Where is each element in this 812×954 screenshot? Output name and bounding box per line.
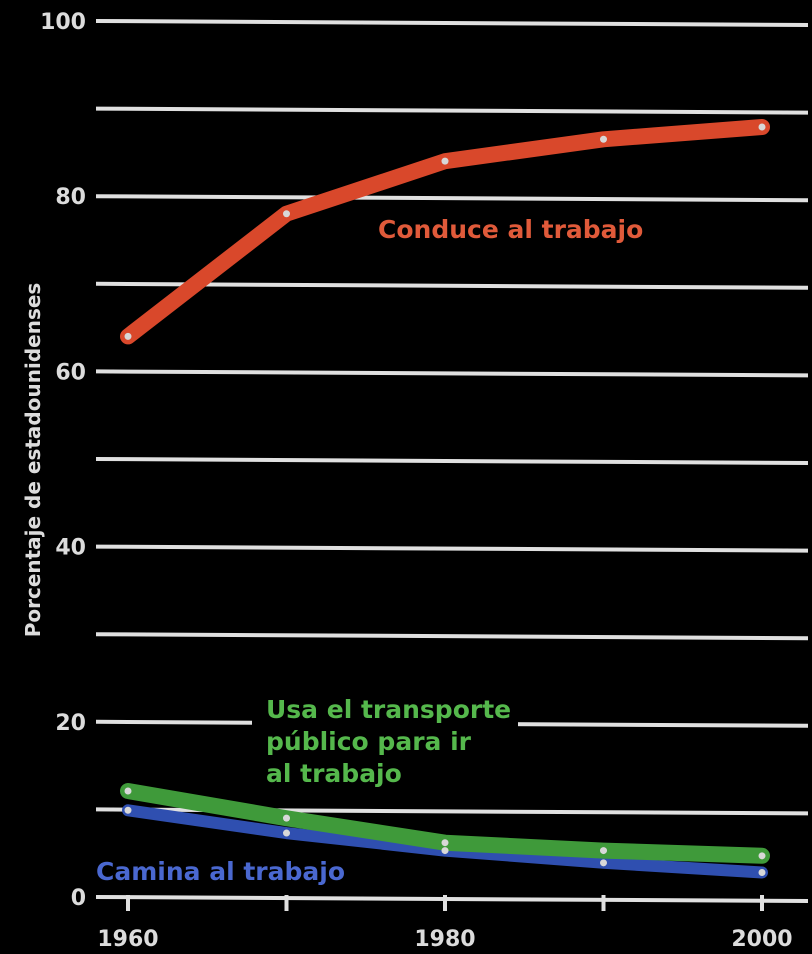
data-point bbox=[758, 123, 766, 131]
x-tick-label: 1960 bbox=[97, 927, 158, 952]
gridline-30 bbox=[95, 632, 809, 641]
gridline-100 bbox=[95, 19, 809, 27]
data-point bbox=[283, 829, 290, 837]
y-axis-label: Porcentaje de estadounidenses bbox=[21, 283, 45, 638]
gridline-90 bbox=[95, 106, 809, 115]
series-label-1: Usa el transporte bbox=[266, 695, 511, 724]
x-axis bbox=[95, 895, 809, 903]
data-point bbox=[758, 868, 766, 876]
series-label-1: público para ir bbox=[266, 727, 472, 756]
data-point bbox=[600, 847, 607, 855]
y-tick-label: 100 bbox=[40, 10, 86, 35]
y-tick-label: 40 bbox=[55, 536, 86, 561]
x-tick-label: 1980 bbox=[414, 927, 475, 952]
y-tick-label: 60 bbox=[55, 360, 86, 385]
data-point bbox=[124, 806, 132, 814]
label-backdrop bbox=[252, 692, 518, 790]
data-points bbox=[124, 123, 766, 876]
x-tick-label: 2000 bbox=[731, 927, 792, 952]
data-point bbox=[600, 135, 607, 143]
x-tick-labels: 1960 1980 2000 bbox=[97, 927, 792, 952]
data-point bbox=[441, 847, 449, 855]
gridline-70 bbox=[95, 281, 809, 290]
y-tick-label: 20 bbox=[55, 711, 86, 736]
data-point bbox=[124, 332, 132, 340]
gridline-50 bbox=[95, 457, 809, 465]
y-tick-label: 80 bbox=[55, 185, 86, 210]
series-label-1: al trabajo bbox=[266, 759, 402, 788]
data-point bbox=[124, 787, 132, 795]
data-point bbox=[283, 210, 290, 218]
gridlines bbox=[95, 19, 809, 911]
series-labels: Conduce al trabajo Usa el transporte públi… bbox=[96, 215, 643, 886]
data-point bbox=[441, 839, 449, 847]
series-label-0: Conduce al trabajo bbox=[378, 215, 643, 244]
gridline-40 bbox=[95, 544, 809, 553]
data-point bbox=[441, 157, 449, 165]
y-tick-label: 0 bbox=[71, 886, 86, 911]
data-point bbox=[283, 814, 290, 822]
gridline-80 bbox=[95, 194, 809, 203]
y-tick-labels: 0 20 40 60 80 100 bbox=[40, 10, 86, 911]
series-label-2: Camina al trabajo bbox=[96, 857, 345, 886]
data-point bbox=[758, 852, 766, 860]
data-point bbox=[600, 859, 607, 867]
gridline-60 bbox=[95, 369, 809, 378]
